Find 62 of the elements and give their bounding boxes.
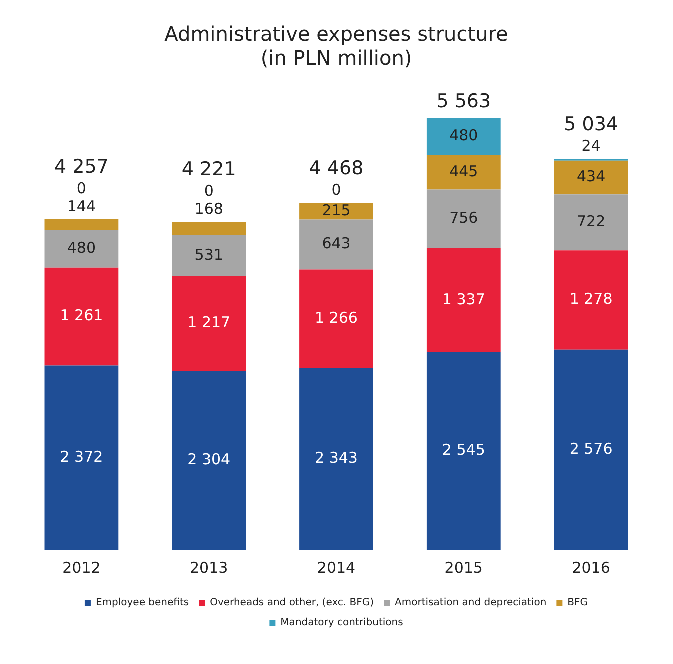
bar bbox=[300, 368, 374, 550]
data-label: 643 bbox=[322, 234, 351, 253]
data-label: 0 bbox=[332, 180, 342, 199]
bar bbox=[426, 352, 501, 550]
x-tick-label: 2012 bbox=[62, 558, 101, 577]
x-tick-label: 2016 bbox=[572, 558, 610, 577]
data-label: 480 bbox=[450, 126, 478, 144]
data-label: 480 bbox=[67, 239, 96, 258]
bar bbox=[172, 222, 246, 236]
total-label: 4 221 bbox=[182, 158, 236, 181]
bar bbox=[426, 190, 501, 248]
data-label: 0 bbox=[76, 179, 86, 198]
data-label: 445 bbox=[450, 162, 478, 180]
bar bbox=[554, 250, 628, 350]
bar bbox=[300, 270, 374, 368]
data-label: 1 217 bbox=[188, 314, 231, 332]
bar bbox=[426, 155, 501, 190]
total-label: 4 257 bbox=[54, 156, 109, 178]
bar bbox=[426, 118, 501, 156]
data-label: 2 304 bbox=[188, 450, 231, 468]
data-label: 1 261 bbox=[60, 306, 104, 325]
data-label: 1 266 bbox=[315, 308, 358, 327]
data-label: 24 bbox=[582, 136, 601, 155]
total-label: 4 468 bbox=[309, 158, 364, 180]
bar bbox=[554, 194, 628, 251]
data-label: 2 372 bbox=[60, 448, 104, 466]
x-tick-label: 2014 bbox=[317, 558, 356, 577]
chart-title: Administrative expenses structure (in PLN million) bbox=[164, 22, 508, 70]
data-label: 1 278 bbox=[570, 290, 613, 308]
data-label: 168 bbox=[194, 200, 224, 218]
total-label: 5 034 bbox=[564, 113, 619, 136]
bar bbox=[172, 276, 246, 372]
data-label: 722 bbox=[576, 212, 606, 231]
bar bbox=[300, 220, 374, 270]
legend-label: Amortisation and depreciation bbox=[395, 598, 547, 609]
legend-label: BFG bbox=[568, 598, 588, 609]
data-label: 144 bbox=[67, 197, 96, 216]
data-label: 2 343 bbox=[315, 448, 358, 467]
bar bbox=[426, 248, 501, 352]
data-label: 2 545 bbox=[442, 441, 486, 460]
bar bbox=[44, 366, 119, 550]
data-label: 1 337 bbox=[442, 290, 486, 308]
data-label: 756 bbox=[450, 209, 478, 228]
legend-label: Mandatory contributions bbox=[280, 618, 404, 629]
bar bbox=[172, 235, 246, 277]
x-tick-label: 2015 bbox=[444, 558, 483, 577]
data-label: 215 bbox=[322, 201, 351, 220]
data-label: 2 576 bbox=[570, 440, 613, 458]
bar bbox=[554, 160, 628, 195]
x-tick-label: 2013 bbox=[190, 558, 228, 577]
bar bbox=[172, 371, 246, 550]
bar bbox=[44, 219, 119, 231]
bar bbox=[300, 203, 374, 220]
data-label: 434 bbox=[576, 168, 606, 186]
bar bbox=[44, 268, 119, 366]
total-label: 5 563 bbox=[436, 90, 492, 112]
bar bbox=[44, 230, 119, 268]
data-label: 0 bbox=[204, 182, 214, 200]
legend-label: Overheads and other, (exc. BFG) bbox=[210, 598, 374, 609]
bar bbox=[554, 350, 628, 550]
legend-label: Employee benefits bbox=[96, 598, 190, 609]
data-label: 531 bbox=[194, 246, 224, 264]
